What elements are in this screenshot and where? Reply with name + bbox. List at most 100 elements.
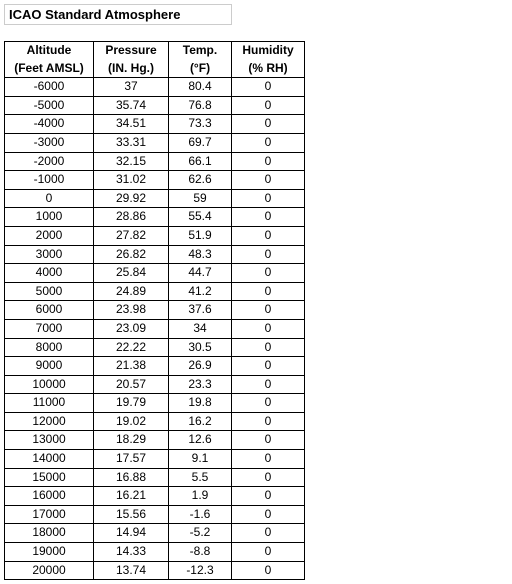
spacer	[4, 25, 508, 41]
table-cell: 0	[232, 189, 305, 208]
table-cell: 28.86	[94, 208, 169, 227]
table-row: 400025.8444.70	[5, 264, 305, 283]
table-cell: 23.98	[94, 301, 169, 320]
col-subheader-altitude: (Feet AMSL)	[5, 60, 94, 78]
table-row: -200032.1566.10	[5, 152, 305, 171]
table-cell: 0	[232, 431, 305, 450]
table-cell: 6000	[5, 301, 94, 320]
table-cell: 17000	[5, 505, 94, 524]
table-cell: 14000	[5, 450, 94, 469]
table-cell: 27.82	[94, 226, 169, 245]
table-header-row-1: Altitude Pressure Temp. Humidity	[5, 42, 305, 60]
table-cell: 13.74	[94, 561, 169, 580]
table-row: 700023.09340	[5, 319, 305, 338]
col-header-pressure: Pressure	[94, 42, 169, 60]
table-cell: 0	[232, 450, 305, 469]
table-cell: 19.8	[169, 394, 232, 413]
table-cell: -3000	[5, 133, 94, 152]
table-cell: 16.21	[94, 487, 169, 506]
table-cell: 23.3	[169, 375, 232, 394]
table-cell: 25.84	[94, 264, 169, 283]
table-cell: -1000	[5, 171, 94, 190]
table-cell: 0	[232, 78, 305, 97]
table-cell: 59	[169, 189, 232, 208]
table-cell: 17.57	[94, 450, 169, 469]
table-cell: 69.7	[169, 133, 232, 152]
table-cell: 0	[232, 301, 305, 320]
table-cell: 4000	[5, 264, 94, 283]
table-cell: 0	[232, 282, 305, 301]
table-cell: 0	[232, 133, 305, 152]
table-cell: 16.2	[169, 412, 232, 431]
table-cell: 0	[232, 468, 305, 487]
table-cell: 0	[232, 264, 305, 283]
table-row: 500024.8941.20	[5, 282, 305, 301]
table-cell: 7000	[5, 319, 94, 338]
table-cell: 2000	[5, 226, 94, 245]
table-cell: 30.5	[169, 338, 232, 357]
table-row: 1000020.5723.30	[5, 375, 305, 394]
table-cell: 0	[232, 412, 305, 431]
table-cell: 26.9	[169, 357, 232, 376]
table-row: 029.92590	[5, 189, 305, 208]
table-cell: 13000	[5, 431, 94, 450]
table-cell: 14.94	[94, 524, 169, 543]
table-row: 1400017.579.10	[5, 450, 305, 469]
table-cell: 9000	[5, 357, 94, 376]
col-header-humidity: Humidity	[232, 42, 305, 60]
table-row: 200027.8251.90	[5, 226, 305, 245]
table-cell: 0	[232, 226, 305, 245]
table-cell: 0	[232, 543, 305, 562]
table-cell: 34	[169, 319, 232, 338]
table-row: 1700015.56-1.60	[5, 505, 305, 524]
table-cell: 10000	[5, 375, 94, 394]
table-row: 800022.2230.50	[5, 338, 305, 357]
table-cell: 18000	[5, 524, 94, 543]
table-cell: 20000	[5, 561, 94, 580]
table-cell: 19.79	[94, 394, 169, 413]
table-cell: 0	[232, 152, 305, 171]
table-cell: -12.3	[169, 561, 232, 580]
table-cell: 0	[232, 394, 305, 413]
table-cell: 12000	[5, 412, 94, 431]
table-row: 100028.8655.40	[5, 208, 305, 227]
table-cell: 0	[232, 561, 305, 580]
table-cell: 16000	[5, 487, 94, 506]
table-cell: -4000	[5, 115, 94, 134]
table-row: 300026.8248.30	[5, 245, 305, 264]
table-body: -60003780.40-500035.7476.80-400034.5173.…	[5, 78, 305, 580]
table-cell: 23.09	[94, 319, 169, 338]
table-row: 1500016.885.50	[5, 468, 305, 487]
table-cell: 3000	[5, 245, 94, 264]
table-cell: 11000	[5, 394, 94, 413]
table-cell: 51.9	[169, 226, 232, 245]
table-cell: -1.6	[169, 505, 232, 524]
table-cell: 24.89	[94, 282, 169, 301]
table-row: 1100019.7919.80	[5, 394, 305, 413]
table-cell: 19.02	[94, 412, 169, 431]
table-cell: 48.3	[169, 245, 232, 264]
table-row: -400034.5173.30	[5, 115, 305, 134]
table-cell: 9.1	[169, 450, 232, 469]
table-cell: 0	[232, 357, 305, 376]
table-cell: -8.8	[169, 543, 232, 562]
table-cell: 0	[232, 375, 305, 394]
table-cell: 15.56	[94, 505, 169, 524]
table-cell: 35.74	[94, 96, 169, 115]
col-subheader-pressure: (IN. Hg.)	[94, 60, 169, 78]
table-cell: 0	[232, 505, 305, 524]
table-cell: -6000	[5, 78, 94, 97]
table-cell: 80.4	[169, 78, 232, 97]
table-cell: 22.22	[94, 338, 169, 357]
table-cell: 21.38	[94, 357, 169, 376]
table-cell: -2000	[5, 152, 94, 171]
table-cell: 1000	[5, 208, 94, 227]
table-cell: 26.82	[94, 245, 169, 264]
col-subheader-humidity: (% RH)	[232, 60, 305, 78]
table-cell: 1.9	[169, 487, 232, 506]
table-row: -100031.0262.60	[5, 171, 305, 190]
table-cell: 14.33	[94, 543, 169, 562]
table-cell: 55.4	[169, 208, 232, 227]
table-cell: 0	[232, 208, 305, 227]
table-cell: 44.7	[169, 264, 232, 283]
